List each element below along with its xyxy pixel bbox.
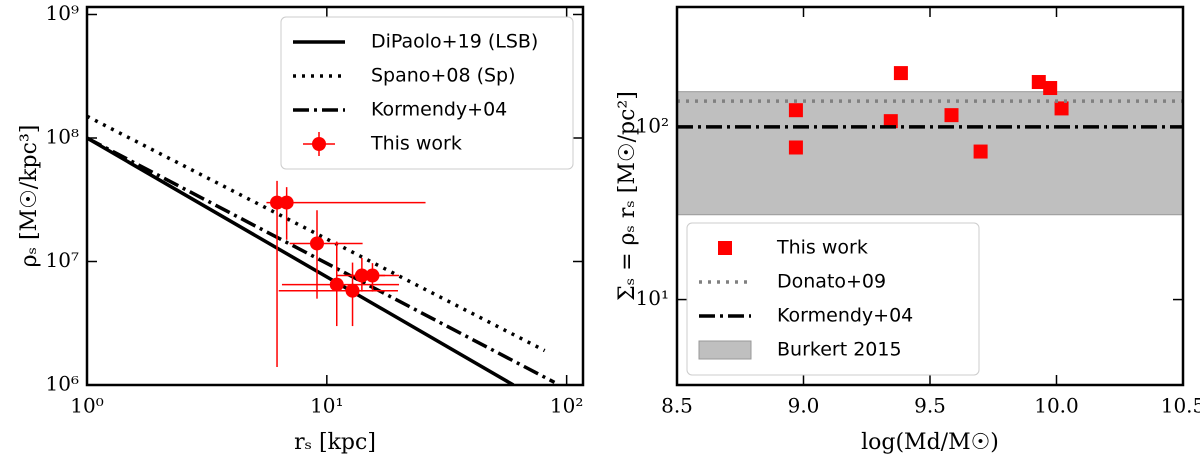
point — [310, 236, 325, 251]
y-tick-label: 10⁸ — [46, 124, 79, 148]
point — [365, 268, 380, 283]
point — [973, 144, 988, 159]
line — [87, 136, 556, 384]
legend-label: Kormendy+04 — [777, 305, 913, 327]
point — [329, 277, 344, 292]
y-tick-label: 10⁹ — [46, 1, 79, 25]
point — [354, 268, 369, 283]
point — [788, 140, 803, 155]
point — [279, 195, 294, 210]
x-tick-label: 8.5 — [661, 394, 693, 418]
panel: 10⁰ 10¹ 10² 10⁶ 10⁷ 10⁸ 10⁹ rₛ [kpc] ρₛ [M☉/kpc³… — [17, 1, 585, 455]
x-tick-label: 10¹ — [310, 394, 343, 418]
legend-label: This work — [776, 237, 868, 259]
point — [944, 108, 959, 123]
point — [345, 283, 360, 298]
x-tick-label: 10² — [550, 394, 583, 418]
point — [788, 103, 803, 118]
legend-label: This work — [370, 133, 462, 155]
point — [1054, 101, 1069, 116]
legend-box — [280, 16, 574, 170]
frame — [675, 5, 1185, 387]
band — [677, 91, 1183, 216]
x-axis-label: rₛ [kpc] — [294, 430, 376, 455]
x-tick-label: 10⁰ — [70, 394, 103, 418]
legend-label: Burkert 2015 — [777, 339, 902, 361]
plot-area — [677, 66, 1183, 216]
point — [893, 66, 908, 81]
x-tick-label: 10.0 — [1034, 394, 1079, 418]
legend-box — [686, 222, 980, 376]
x-tick-label: 9.5 — [914, 394, 946, 418]
y-tick-label: 10² — [636, 113, 669, 137]
point — [1031, 75, 1046, 90]
point — [883, 114, 898, 129]
frame — [85, 5, 585, 387]
y-tick-label: 10¹ — [636, 286, 669, 310]
point — [1043, 81, 1058, 96]
legend-swatch — [718, 241, 732, 255]
panel: 8.5 9.0 9.5 10.0 10.5 10¹ 10² log(Md/M☉) Σₛ = ρₛ… — [615, 5, 1200, 455]
plot-area — [87, 114, 556, 385]
x-tick-label: 9.0 — [788, 394, 820, 418]
legend-label: Kormendy+04 — [371, 99, 507, 121]
y-tick-label: 10⁷ — [46, 248, 79, 272]
legend-label: Donato+09 — [777, 271, 886, 293]
legend-label: Spano+08 (Sp) — [371, 65, 516, 87]
y-tick-label: 10⁶ — [46, 372, 79, 396]
y-axis-label: ρₛ [M☉/kpc³] — [17, 125, 42, 268]
legend-swatch — [312, 137, 326, 151]
line — [87, 136, 515, 385]
x-axis-label: log(Md/M☉) — [861, 430, 999, 455]
point — [270, 195, 285, 210]
legend-swatch — [698, 340, 752, 360]
legend-label: DiPaolo+19 (LSB) — [371, 31, 538, 53]
x-tick-label: 10.5 — [1161, 394, 1200, 418]
y-axis-label: Σₛ = ρₛ rₛ [M☉/pc²] — [615, 91, 640, 301]
